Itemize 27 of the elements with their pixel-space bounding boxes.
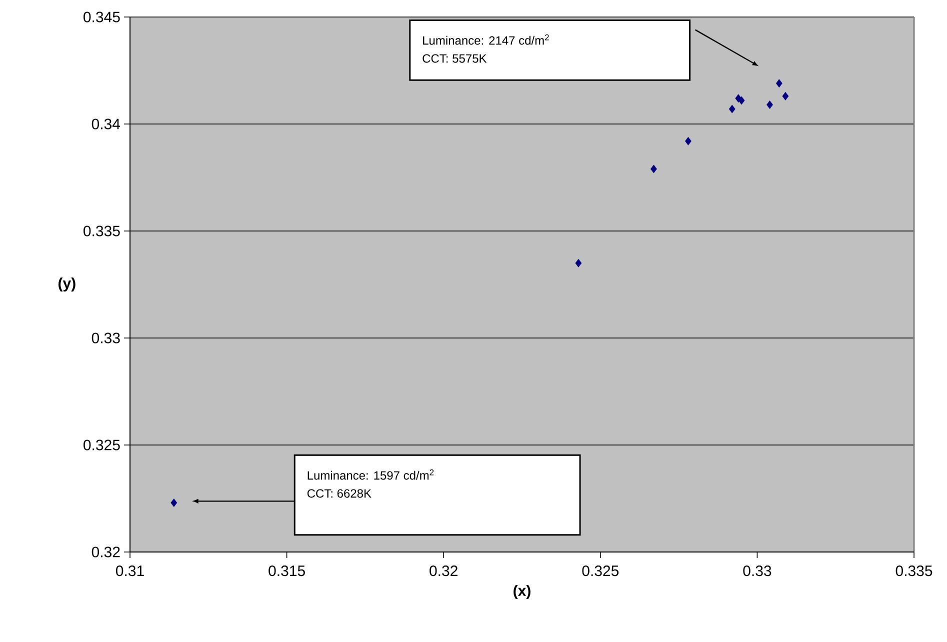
y-axis-title: (y) — [58, 278, 76, 292]
annotation: CCT: 5575K — [422, 54, 487, 63]
point — [728, 104, 736, 114]
y-tick-label: 0.335 — [84, 226, 120, 236]
annotation: Luminance: 1597 cd/m$^{2}$ — [308, 469, 434, 480]
x-tick-label: 0.325 — [582, 566, 619, 576]
annotation: CCT: 6628K — [307, 489, 372, 498]
x-tick-label: 0.33 — [743, 566, 772, 576]
x-tick-label: 0.335 — [896, 566, 932, 576]
point — [650, 164, 657, 174]
y-tick-label: 0.34 — [92, 118, 120, 130]
y-tick-label: 0.33 — [92, 332, 120, 344]
point — [782, 92, 789, 100]
point — [170, 498, 178, 507]
x-axis-title: (x) — [514, 584, 530, 599]
point — [776, 79, 782, 88]
x-tick-label: 0.31 — [116, 566, 144, 576]
point — [685, 136, 692, 146]
annotation: Luminance: 2147 cd/m$^{2}$ — [423, 34, 549, 45]
point — [766, 100, 773, 109]
x-tick-label: 0.32 — [430, 566, 458, 576]
y-tick-label: 0.325 — [84, 440, 120, 450]
point — [575, 258, 582, 268]
y-tick-label: 0.345 — [84, 12, 120, 22]
y-tick-label: 0.32 — [92, 546, 120, 558]
x-tick-label: 0.315 — [268, 566, 305, 576]
point — [738, 96, 745, 105]
